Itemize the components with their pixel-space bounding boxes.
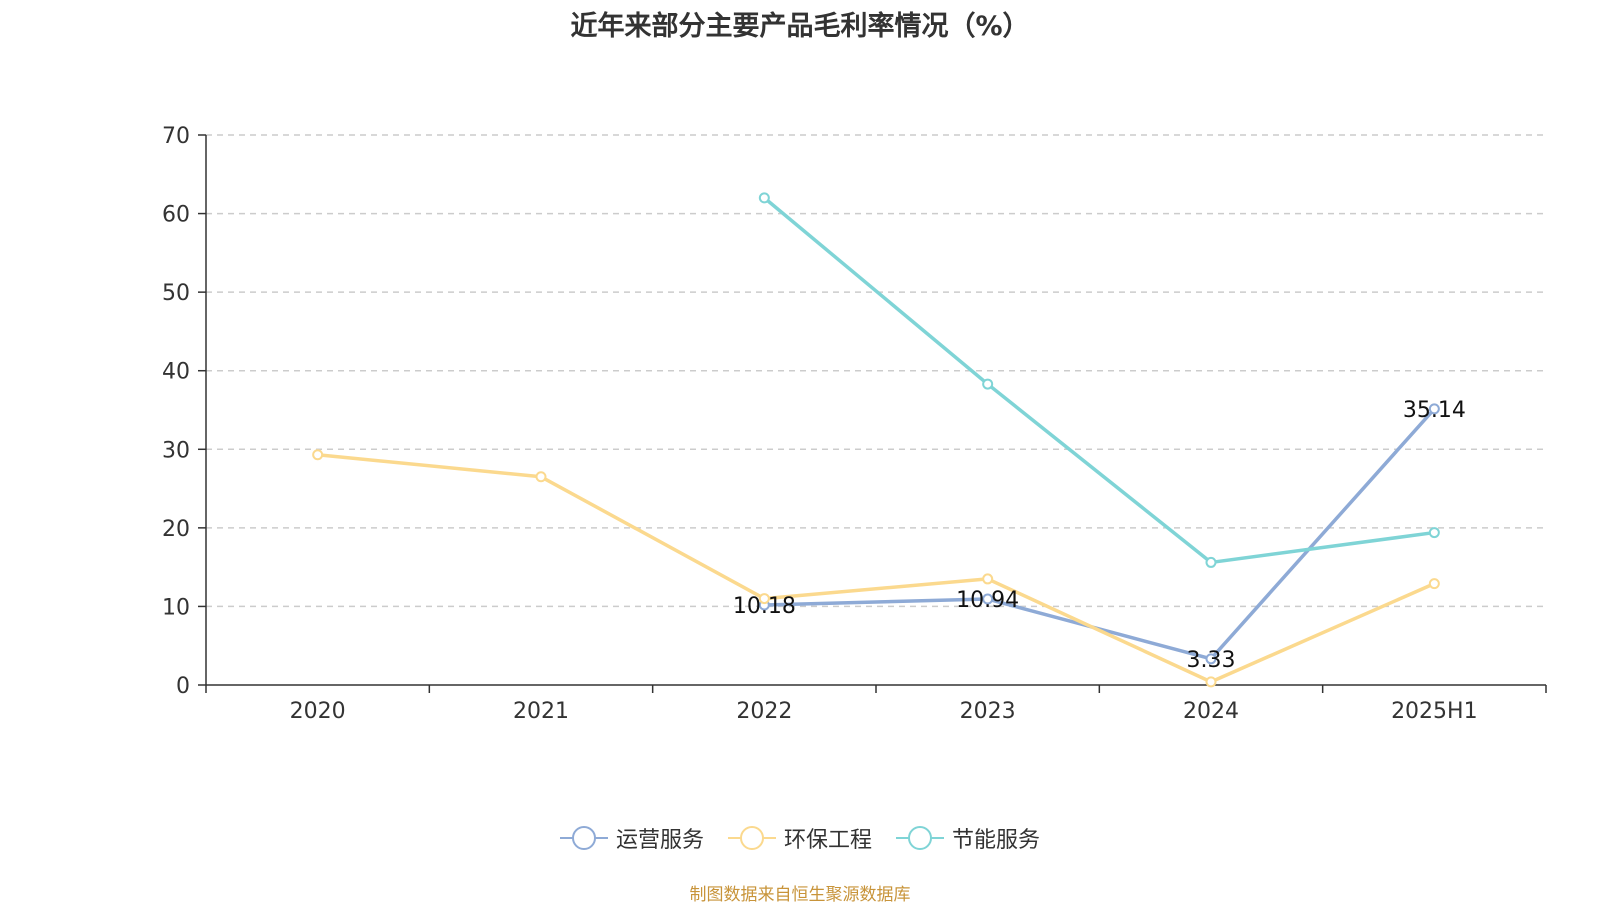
- source-note: 制图数据来自恒生聚源数据库: [689, 885, 911, 905]
- data-label: 35.14: [1403, 398, 1466, 423]
- series-3: [758, 192, 1440, 568]
- legend-item[interactable]: 节能服务: [896, 822, 1040, 854]
- data-label: 10.18: [733, 594, 796, 619]
- y-tick-label: 70: [162, 124, 190, 149]
- data-label: 3.33: [1187, 648, 1236, 673]
- legend-marker-icon: [559, 826, 608, 850]
- legend-marker-icon: [896, 826, 944, 850]
- data-point: [982, 378, 994, 390]
- data-label-layer: 10.18 10.94 3.33 35.14: [733, 398, 1466, 673]
- series-2: [312, 449, 1440, 688]
- x-tick-label: 2024: [1183, 699, 1239, 724]
- x-tick-label: 2022: [736, 699, 792, 724]
- x-tick-label: 2025H1: [1391, 699, 1478, 724]
- data-point: [982, 573, 994, 585]
- axis-layer: 0 10 20 30 40 50 60 70 2020 2021 2022 2023 2024 2025H…: [162, 124, 1547, 724]
- data-point: [1428, 403, 1440, 415]
- series-line: [763, 196, 1435, 565]
- data-point: [758, 593, 770, 605]
- y-tick-label: 60: [162, 203, 190, 228]
- y-tick-label: 30: [162, 438, 190, 463]
- series-line: [317, 453, 1436, 684]
- data-point: [535, 471, 547, 483]
- legend-label: 节能服务: [952, 828, 1041, 853]
- data-point: [982, 593, 994, 605]
- y-tick-label: 0: [176, 674, 190, 699]
- data-point: [1428, 578, 1440, 590]
- data-point: [1205, 676, 1217, 688]
- legend-item[interactable]: 环保工程: [727, 822, 872, 854]
- data-point: [1428, 527, 1440, 539]
- x-tick-label: 2023: [960, 699, 1016, 724]
- legend-marker-icon: [727, 826, 776, 850]
- chart-title: 近年来部分主要产品毛利率情况（%）: [570, 11, 1030, 42]
- data-label: 10.94: [956, 588, 1019, 613]
- y-tick-label: 20: [162, 517, 190, 542]
- y-tick-label: 10: [162, 595, 190, 620]
- legend-label: 运营服务: [615, 828, 704, 853]
- data-point: [758, 192, 770, 204]
- y-tick-label: 40: [162, 360, 190, 385]
- data-point: [312, 449, 324, 461]
- grid-layer: [206, 134, 1546, 608]
- x-tick-label: 2021: [513, 699, 569, 724]
- series-line: [764, 407, 1436, 661]
- data-point: [1205, 556, 1217, 568]
- x-tick-label: 2020: [290, 699, 346, 724]
- data-point: [1205, 653, 1217, 665]
- series-layer: [312, 192, 1440, 688]
- legend: 运营服务 环保工程 节能服务: [0, 822, 1600, 854]
- legend-item[interactable]: 运营服务: [559, 822, 704, 854]
- y-tick-label: 50: [162, 281, 190, 306]
- series-1: [758, 403, 1440, 665]
- legend-label: 环保工程: [783, 828, 872, 853]
